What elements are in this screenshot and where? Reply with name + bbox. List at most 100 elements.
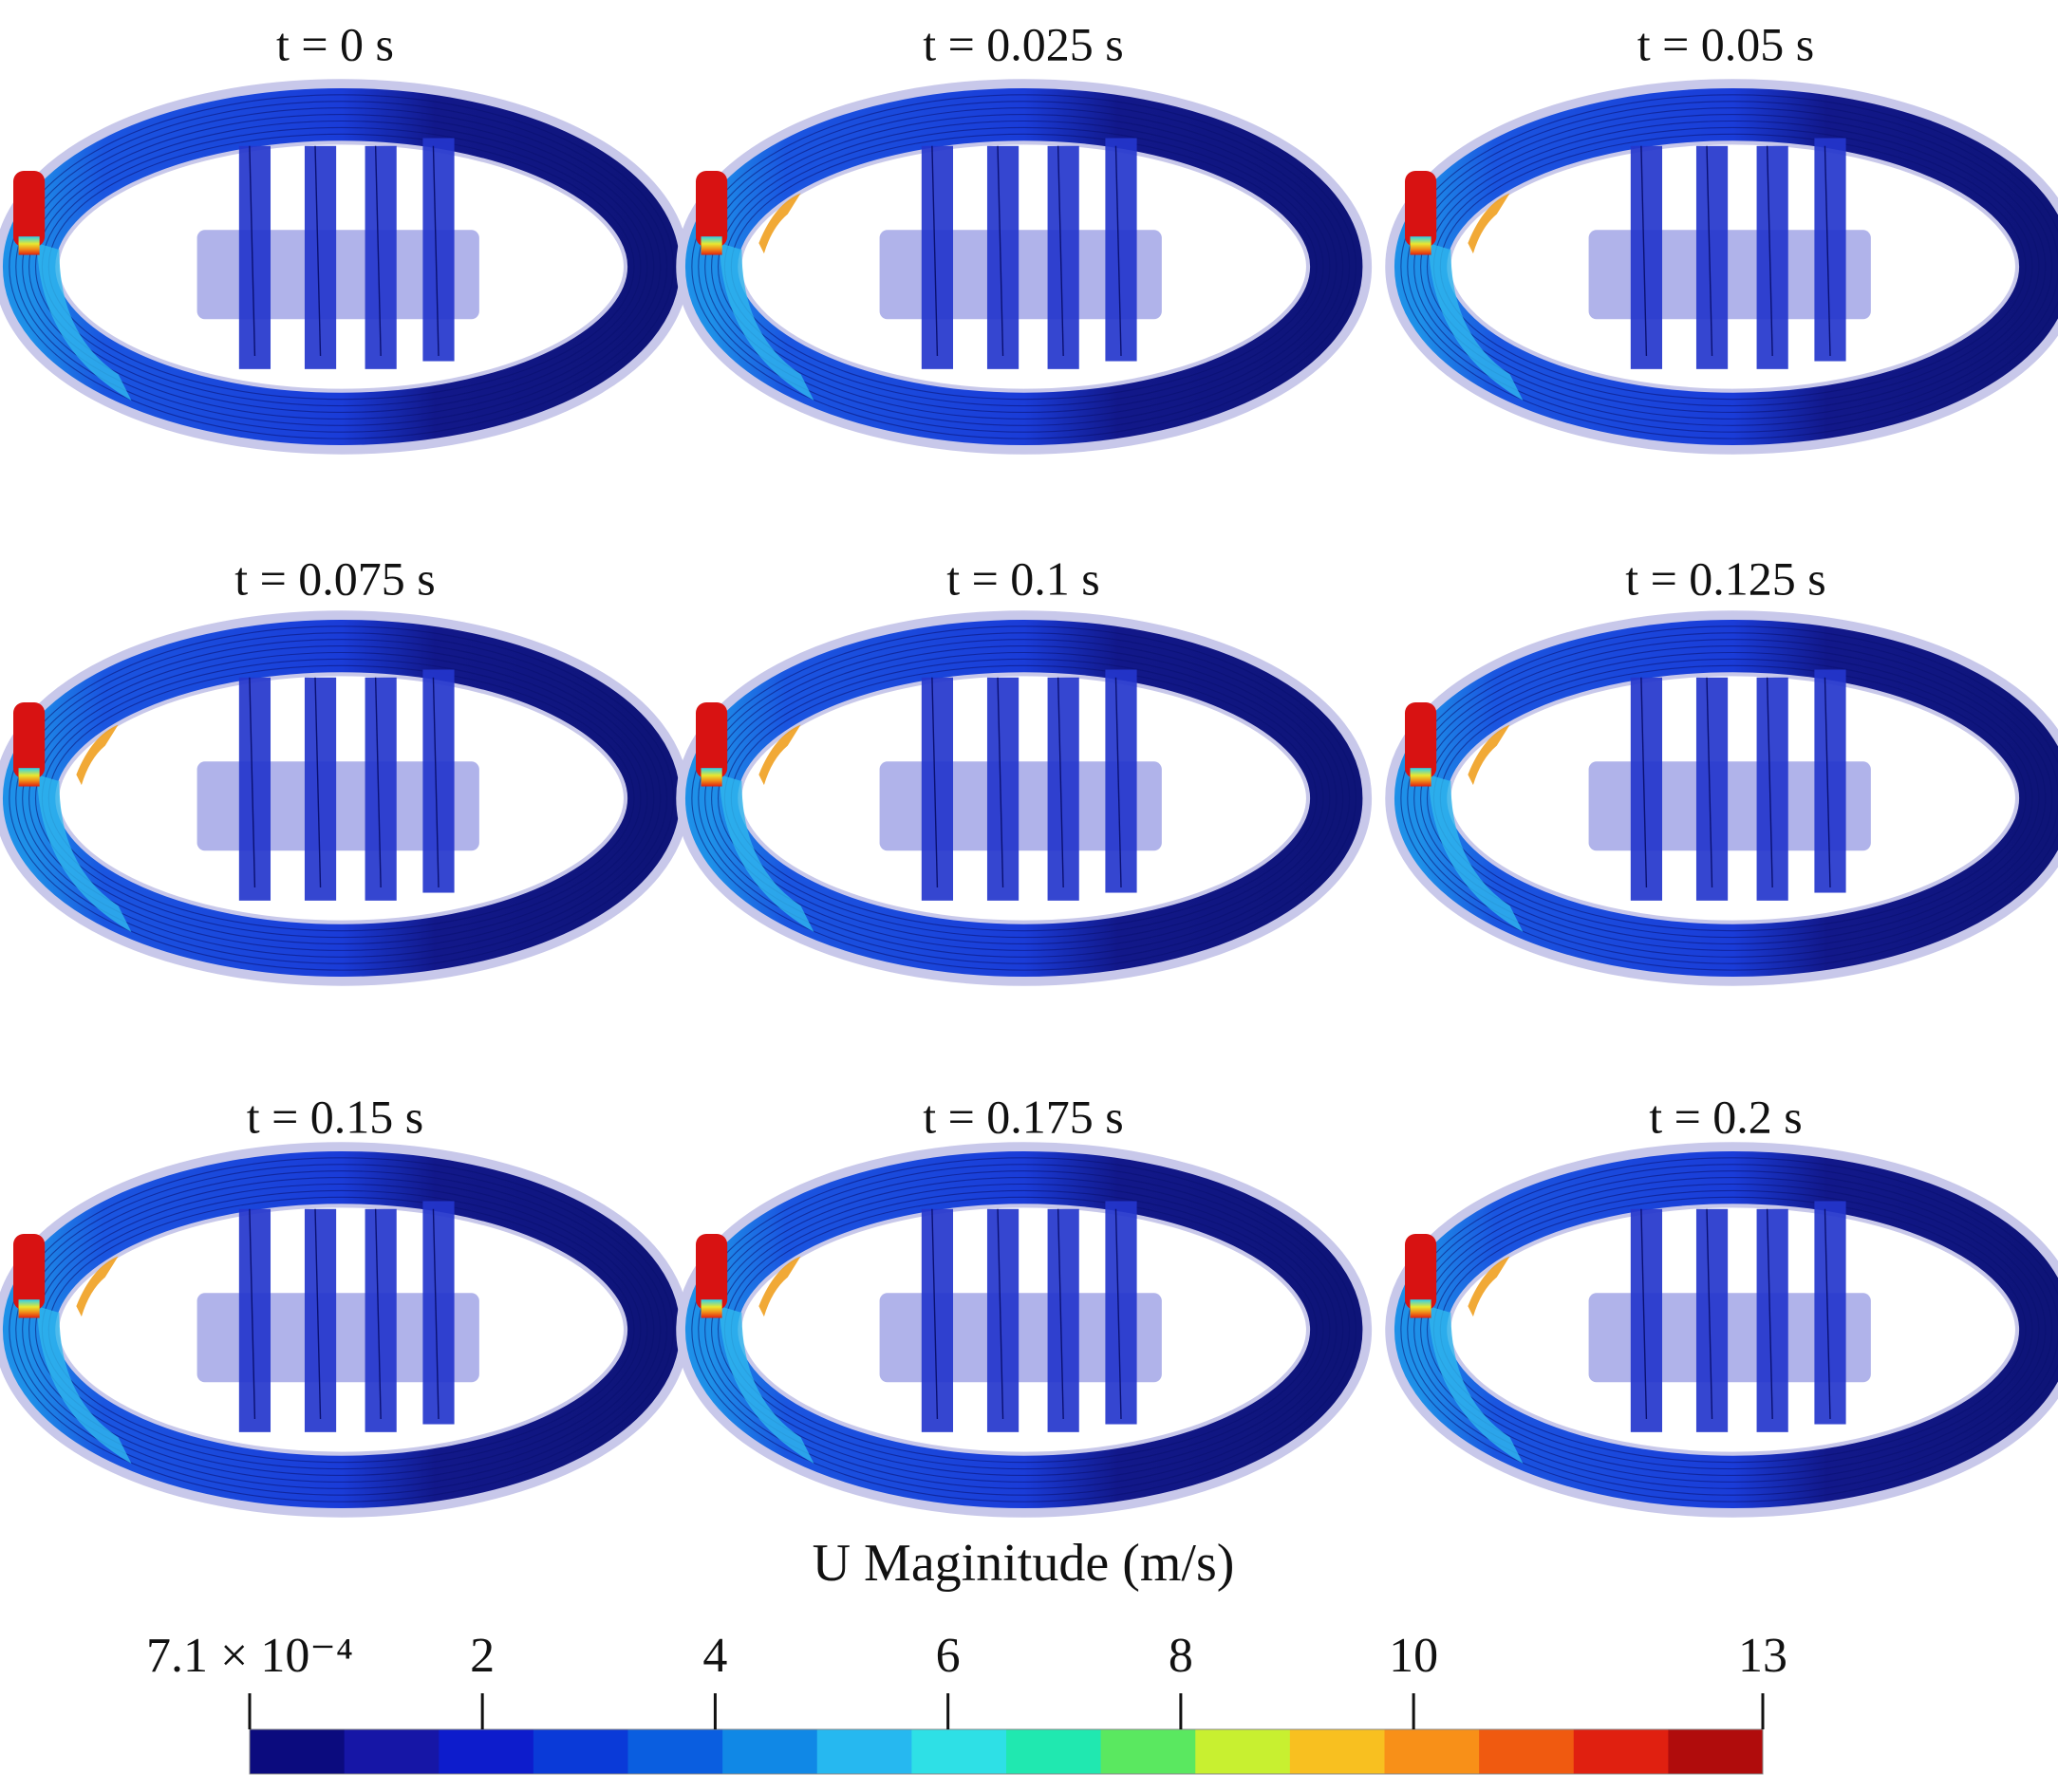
jet-region [719, 1306, 814, 1465]
inlet-jet [18, 236, 40, 255]
vertical-channel [1814, 669, 1846, 893]
jet-hot [758, 193, 801, 254]
streamline [711, 1177, 1338, 1483]
channel-line [1640, 1208, 1648, 1420]
color-segment [1668, 1729, 1764, 1774]
channel-line [1706, 1208, 1713, 1420]
color-segment [250, 1729, 346, 1774]
jet-hot [1468, 724, 1510, 786]
channel-line [1057, 145, 1064, 357]
panel-title: t = 0.05 s [1637, 17, 1815, 70]
streamline [1413, 107, 2053, 426]
color-segment [722, 1729, 818, 1774]
channel-line [931, 677, 939, 888]
streamline [691, 1157, 1357, 1503]
tick-label: 8 [1169, 1629, 1193, 1683]
panel-title: t = 0.025 s [923, 17, 1124, 70]
streamline [22, 639, 662, 958]
jet-hot [76, 724, 119, 786]
color-segment [1479, 1729, 1575, 1774]
channel-line [1057, 1208, 1064, 1420]
streamline [1400, 625, 2058, 971]
tick-label: 10 [1389, 1629, 1438, 1683]
flow-panel [0, 79, 689, 455]
streamline [28, 645, 655, 951]
streamline [711, 645, 1338, 951]
channel-line [1706, 145, 1713, 357]
vertical-channel [422, 669, 455, 893]
channel-line [249, 1208, 256, 1420]
flow-panel [0, 1142, 689, 1518]
inlet-jet [1410, 1299, 1431, 1318]
channel-line [1114, 677, 1122, 888]
flow-panel [0, 610, 689, 986]
channel-line [249, 145, 256, 357]
inlet [696, 1234, 728, 1311]
channel-line [1824, 677, 1831, 888]
flow-panel [676, 79, 1373, 455]
channel-line [1766, 1208, 1773, 1420]
tick-label: 6 [936, 1629, 961, 1683]
jet-hot [758, 724, 801, 786]
inlet-jet [701, 236, 722, 255]
streamline [1413, 1170, 2053, 1489]
panel-title: t = 0.1 s [946, 551, 1100, 605]
inlet [696, 171, 728, 248]
inlet [13, 702, 46, 779]
jet-hot [758, 1256, 801, 1317]
jet-region [36, 1306, 132, 1465]
flow-panel [676, 1142, 1373, 1518]
color-segment [911, 1729, 1007, 1774]
streamline [698, 1164, 1351, 1496]
color-segment [1195, 1729, 1291, 1774]
channel-line [374, 145, 382, 357]
channel-line [314, 1208, 322, 1420]
jet-region [1428, 775, 1524, 933]
channel-line [1766, 677, 1773, 888]
color-segment [1289, 1729, 1385, 1774]
streamline [15, 632, 668, 964]
streamline [1407, 632, 2058, 964]
channel-line [1706, 677, 1713, 888]
inlet-jet [18, 768, 40, 787]
vertical-channel [1105, 1201, 1137, 1425]
inlet [1405, 1234, 1437, 1311]
channel-line [249, 677, 256, 888]
streamline [1400, 94, 2058, 439]
streamline [698, 101, 1351, 433]
color-segment [1006, 1729, 1102, 1774]
vertical-channel [1814, 138, 1846, 362]
panel-title: t = 0.075 s [234, 551, 436, 605]
streamline [1426, 1183, 2040, 1477]
streamline [22, 107, 662, 426]
color-segment [816, 1729, 912, 1774]
color-segment [1573, 1729, 1669, 1774]
inlet [696, 702, 728, 779]
inlet-jet [701, 768, 722, 787]
streamline [1400, 1157, 2058, 1503]
color-segment [439, 1729, 534, 1774]
panel-title: t = 0.15 s [247, 1090, 424, 1143]
streamline [1420, 114, 2047, 420]
streamline [698, 632, 1351, 964]
streamline [34, 1183, 648, 1477]
flow-panel [1385, 1142, 2058, 1518]
streamline [22, 1170, 662, 1489]
jet-hot [1468, 1256, 1510, 1317]
jet-region [719, 775, 814, 933]
jet-region [719, 243, 814, 401]
vertical-channel [422, 1201, 455, 1425]
channel-line [1824, 1208, 1831, 1420]
jet-region [1428, 243, 1524, 401]
streamline [34, 651, 648, 945]
streamline [717, 1183, 1331, 1477]
streamline [1407, 101, 2058, 433]
streamline [28, 114, 655, 420]
jet-hot [1468, 193, 1510, 254]
streamline [1420, 645, 2047, 951]
color-segment [533, 1729, 628, 1774]
streamline [704, 639, 1344, 958]
inlet-jet [1410, 236, 1431, 255]
tick-label: 13 [1738, 1629, 1787, 1683]
